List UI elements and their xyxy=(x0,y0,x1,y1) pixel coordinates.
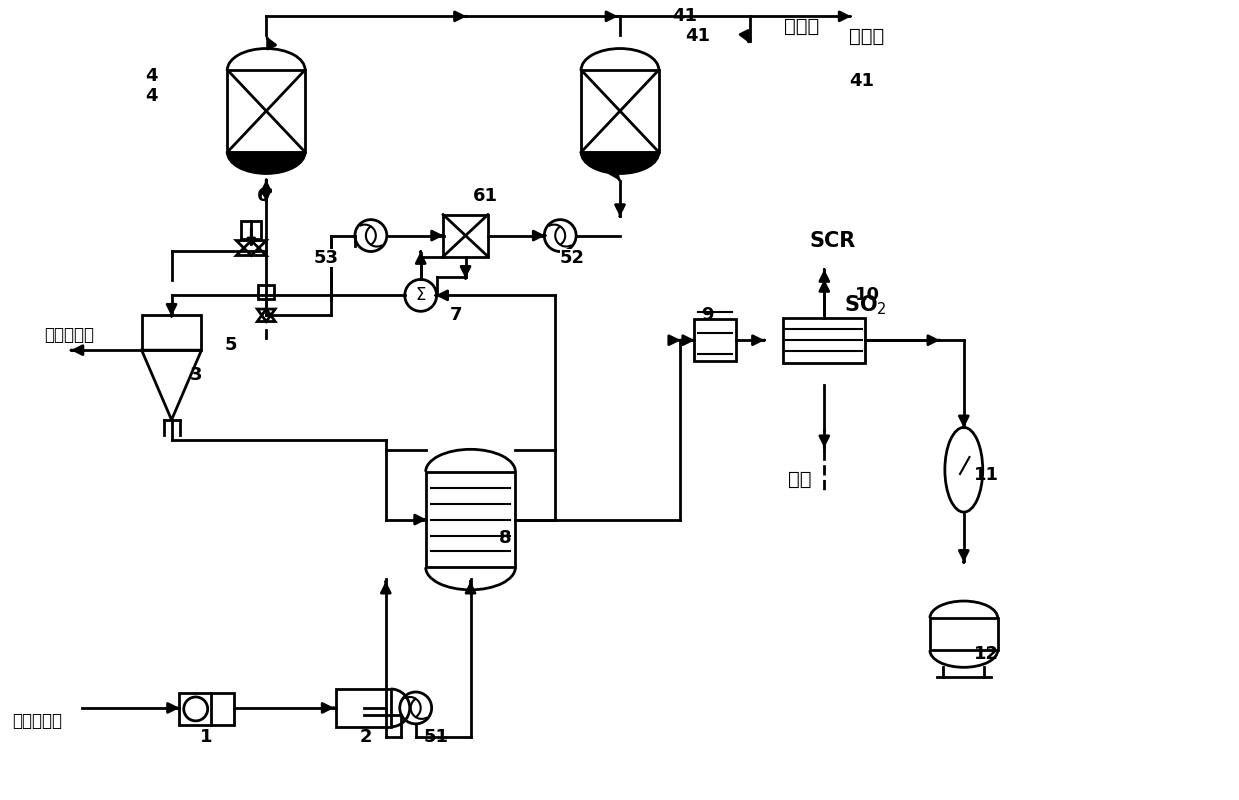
Polygon shape xyxy=(228,152,305,174)
Text: 61: 61 xyxy=(473,186,498,205)
Text: 蒸汽冷凝液: 蒸汽冷凝液 xyxy=(45,326,94,344)
Text: 12: 12 xyxy=(974,645,999,663)
Text: 51: 51 xyxy=(424,728,449,746)
Text: SO$_2$: SO$_2$ xyxy=(844,294,887,317)
Bar xyxy=(426,472,515,567)
Text: 53: 53 xyxy=(313,250,338,267)
Text: SCR: SCR xyxy=(809,230,856,250)
Text: 10: 10 xyxy=(855,286,880,304)
Text: 4: 4 xyxy=(145,67,157,85)
Bar xyxy=(242,221,261,238)
Text: 41: 41 xyxy=(685,27,710,46)
Text: 11: 11 xyxy=(974,466,999,484)
Text: 52: 52 xyxy=(560,250,585,267)
Text: 7: 7 xyxy=(450,306,462,324)
Text: 41: 41 xyxy=(673,7,698,26)
Bar xyxy=(581,70,659,152)
Bar xyxy=(783,318,865,362)
Text: 53: 53 xyxy=(313,250,338,267)
Bar xyxy=(178,693,234,725)
Text: 去烟道: 去烟道 xyxy=(784,17,820,36)
Text: 6: 6 xyxy=(256,186,270,205)
Polygon shape xyxy=(581,152,659,174)
Text: 4: 4 xyxy=(145,87,157,105)
Bar xyxy=(141,315,202,350)
Bar xyxy=(444,214,488,257)
Text: 2: 2 xyxy=(359,728,372,746)
Bar xyxy=(336,689,390,727)
Text: 41: 41 xyxy=(849,72,875,90)
Text: 去烟道: 去烟道 xyxy=(849,26,885,46)
Text: 52: 52 xyxy=(560,250,585,267)
Bar xyxy=(228,70,305,152)
Text: 9: 9 xyxy=(701,306,714,324)
Text: 液氨: 液氨 xyxy=(788,470,812,490)
Bar xyxy=(694,319,736,361)
Text: $\Sigma$: $\Sigma$ xyxy=(415,286,426,304)
Text: 1: 1 xyxy=(201,728,213,746)
Bar xyxy=(930,618,997,650)
Text: 8: 8 xyxy=(499,529,512,546)
Text: 3: 3 xyxy=(191,366,203,384)
Text: 高温含硫气: 高温含硫气 xyxy=(12,712,62,730)
Bar xyxy=(258,285,274,299)
Text: 5: 5 xyxy=(225,336,238,354)
